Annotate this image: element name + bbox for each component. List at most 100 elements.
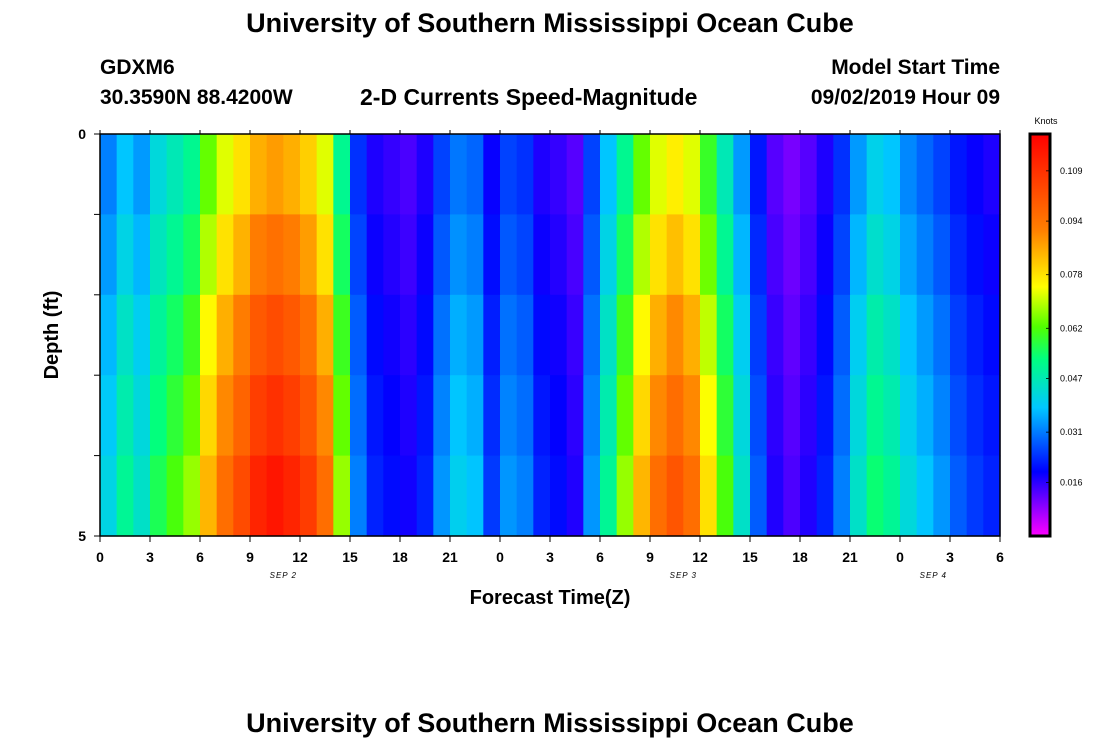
heatmap-cell	[350, 214, 368, 296]
heatmap-cell	[966, 375, 984, 457]
heatmap-cell	[933, 134, 951, 215]
heatmap-cell	[583, 455, 601, 537]
heatmap-cell	[500, 375, 518, 457]
heatmap-cell	[933, 214, 951, 296]
heatmap-cell	[883, 134, 901, 215]
heatmap-cell	[450, 134, 468, 215]
heatmap-cell	[883, 455, 901, 537]
heatmap-cell	[383, 294, 401, 376]
heatmap-cell	[533, 214, 551, 296]
heatmap-cell	[800, 375, 818, 457]
heatmap-cell	[150, 214, 168, 296]
heatmap-cell	[733, 375, 751, 457]
heatmap-cell	[250, 294, 268, 376]
heatmap-cell	[366, 214, 384, 296]
heatmap-cell	[533, 134, 551, 215]
colorbar-title: Knots	[1034, 116, 1058, 126]
heatmap-cell	[616, 375, 634, 457]
heatmap-cell	[416, 214, 434, 296]
heatmap-cell	[116, 375, 134, 457]
heatmap-cell	[633, 134, 651, 215]
heatmap-cell	[483, 214, 501, 296]
heatmap-cell	[800, 294, 818, 376]
colorbar-tick-label: 0.016	[1060, 477, 1083, 487]
heatmap-cell	[916, 134, 934, 215]
heatmap-cell	[300, 134, 318, 215]
station-id: GDXM6	[100, 56, 175, 79]
heatmap-cell	[900, 294, 918, 376]
heatmap-cell	[750, 134, 768, 215]
heatmap-cell	[316, 294, 334, 376]
heatmap-cell	[816, 455, 834, 537]
heatmap-cell	[450, 294, 468, 376]
heatmap-cell	[166, 455, 184, 537]
heatmap-cell	[750, 375, 768, 457]
colorbar-ticks: 0.109 0.094 0.078 0.062 0.047 0.031 0.016	[1046, 166, 1083, 487]
date-label: SEP 3	[670, 571, 697, 580]
heatmap-cell	[183, 134, 201, 215]
heatmap-cell	[116, 134, 134, 215]
heatmap-cell	[400, 455, 418, 537]
heatmap-cell	[616, 294, 634, 376]
heatmap-cell	[350, 134, 368, 215]
heatmap-cell	[150, 455, 168, 537]
heatmap-cell	[250, 134, 268, 215]
heatmap-cell	[833, 294, 851, 376]
heatmap-cell	[733, 294, 751, 376]
x-tick-label: 12	[292, 549, 308, 565]
heatmap-cell	[933, 294, 951, 376]
heatmap-cell	[850, 455, 868, 537]
heatmap-cell	[516, 294, 534, 376]
heatmap-cell	[383, 214, 401, 296]
heatmap-cell	[316, 134, 334, 215]
heatmap-cell	[700, 214, 718, 296]
heatmap-cell	[733, 455, 751, 537]
heatmap-cell	[650, 134, 668, 215]
heatmap-cell	[466, 375, 484, 457]
heatmap-cell	[566, 455, 584, 537]
heatmap-cell	[350, 375, 368, 457]
date-labels: SEP 2 SEP 3 SEP 4	[270, 571, 946, 580]
heatmap-cell	[533, 455, 551, 537]
colorbar-tick-label: 0.031	[1060, 427, 1083, 437]
heatmap-cell	[400, 375, 418, 457]
heatmap-cell	[183, 375, 201, 457]
heatmap-cell	[933, 375, 951, 457]
x-tick-label: 0	[496, 549, 504, 565]
heatmap-cell	[683, 455, 701, 537]
heatmap-cell	[983, 375, 1001, 457]
heatmap-cell	[683, 134, 701, 215]
heatmap-cell	[866, 294, 884, 376]
heatmap-cell	[200, 214, 218, 296]
heatmap-cell	[550, 455, 568, 537]
heatmap-cell	[733, 134, 751, 215]
y-tick-label: 5	[78, 528, 86, 544]
heatmap-cell	[966, 134, 984, 215]
heatmap-cell	[250, 214, 268, 296]
date-label: SEP 2	[270, 571, 297, 580]
heatmap-cell	[283, 455, 301, 537]
heatmap-cell	[466, 294, 484, 376]
heatmap-cell	[733, 214, 751, 296]
heatmap-cell	[783, 375, 801, 457]
x-tick-label: 21	[442, 549, 458, 565]
heatmap-cell	[433, 294, 451, 376]
heatmap-cell	[550, 375, 568, 457]
x-tick-label: 6	[596, 549, 604, 565]
heatmap-cell	[433, 214, 451, 296]
heatmap-cell	[966, 455, 984, 537]
heatmap-cells	[100, 134, 1001, 537]
heatmap-cell	[916, 294, 934, 376]
heatmap-cell	[600, 134, 618, 215]
heatmap-cell	[950, 294, 968, 376]
heatmap-cell	[266, 134, 284, 215]
heatmap-cell	[683, 375, 701, 457]
heatmap-cell	[416, 134, 434, 215]
heatmap-cell	[983, 294, 1001, 376]
model-start-value: 09/02/2019 Hour 09	[810, 86, 1000, 109]
colorbar-tick-label: 0.047	[1060, 374, 1083, 384]
heatmap-cell	[233, 375, 251, 457]
heatmap-cell	[383, 455, 401, 537]
heatmap-cell	[100, 294, 118, 376]
heatmap-cell	[766, 375, 784, 457]
